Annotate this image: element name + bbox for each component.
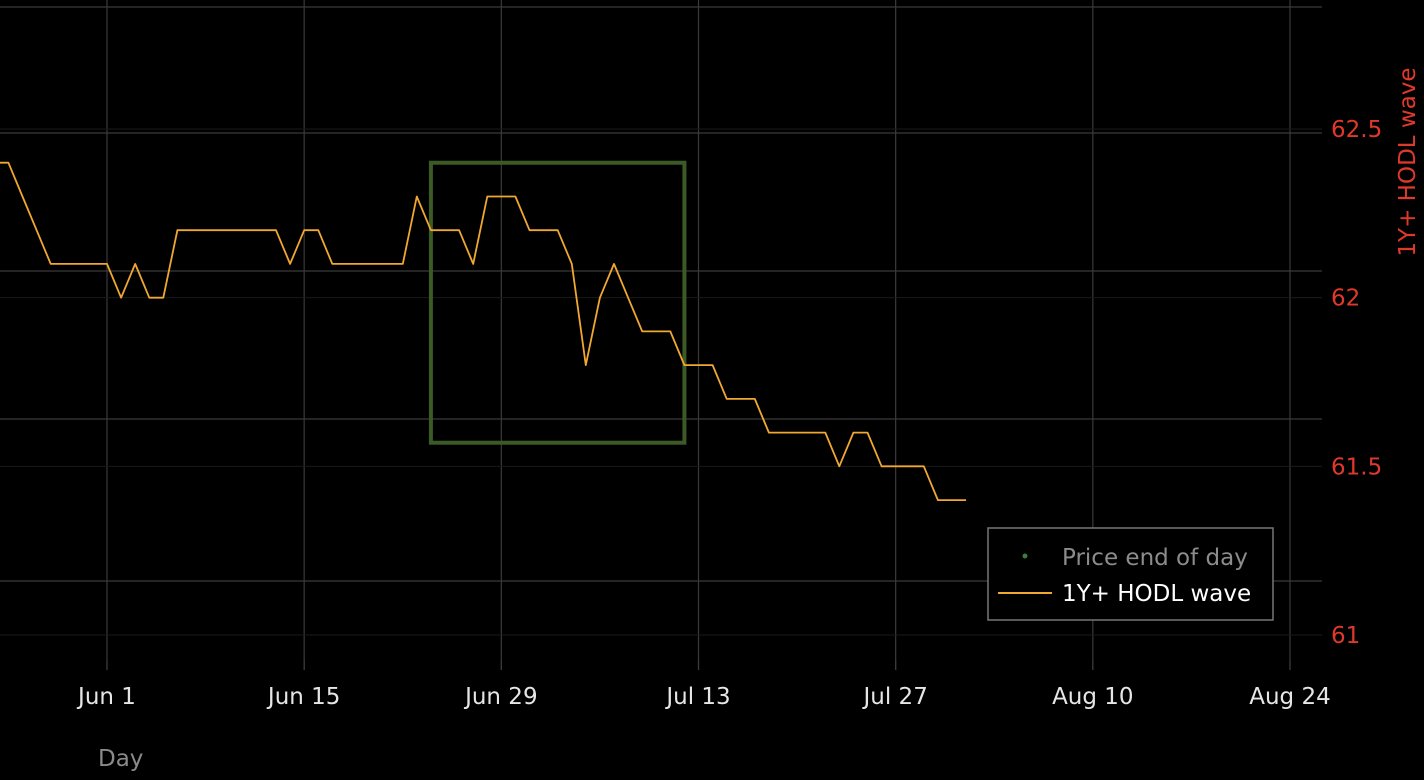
x-tick-label: Aug 10	[1052, 684, 1134, 710]
x-tick-label: Jun 15	[266, 684, 341, 710]
highlight-layer	[428, 160, 687, 445]
x-tick-label: Jun 1	[76, 684, 136, 710]
right-axis-ticks: 61 61.5 62 62.5	[1290, 117, 1382, 649]
x-tick-label: Jul 27	[862, 684, 928, 710]
right-tick-label: 62	[1331, 286, 1360, 312]
x-axis-title: Day	[98, 746, 143, 772]
right-tick-label: 62.5	[1331, 117, 1382, 143]
x-tick-label: Aug 24	[1249, 684, 1331, 710]
x-tick-label: Jul 13	[664, 684, 730, 710]
x-axis-ticks: Jun 1 Jun 15 Jun 29 Jul 13 Jul 27 Aug 10 Aug 2…	[76, 660, 1331, 710]
x-tick-label: Jun 29	[463, 684, 538, 710]
right-tick-label: 61	[1331, 623, 1360, 649]
legend-hodl-label: 1Y+ HODL wave	[1062, 581, 1251, 607]
right-axis-title: 1Y+ HODL wave	[1395, 67, 1421, 256]
series-line-hodl-wave	[0, 161, 967, 502]
highlight-box	[428, 160, 687, 445]
legend-price-dot-icon	[1022, 553, 1028, 559]
right-tick-label: 61.5	[1331, 454, 1382, 480]
grid	[0, 0, 1322, 670]
legend-price-label: Price end of day	[1062, 545, 1248, 571]
legend: Price end of day 1Y+ HODL wave	[987, 527, 1274, 621]
series-layer	[0, 161, 967, 502]
legend-box	[987, 527, 1274, 621]
